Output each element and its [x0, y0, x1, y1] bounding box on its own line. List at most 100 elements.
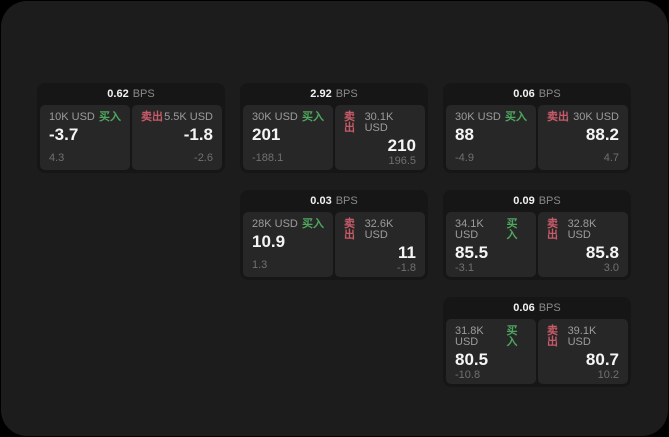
- spread-unit: BPS: [132, 87, 155, 100]
- buy-button[interactable]: 买入: [302, 111, 324, 123]
- buy-amount: 34.1K USD: [455, 218, 484, 241]
- buy-price: 10.9: [252, 232, 286, 251]
- sell-panel-top: 卖出 39.1K USD: [547, 326, 619, 348]
- quote-panels: 31.8K USD 买入 80.5 -10.8 卖出 39.1K USD 80.…: [446, 319, 628, 384]
- sell-panel-top: 卖出 32.6K USD: [344, 219, 416, 241]
- buy-button[interactable]: 买入: [505, 111, 527, 123]
- sell-delta: 4.7: [603, 152, 619, 164]
- buy-quote-panel[interactable]: 10K USD 买入 -3.7 4.3: [40, 105, 130, 170]
- quote-panels: 30K USD 买入 88 -4.9 卖出 30K USD 88.2 4.7: [446, 105, 628, 170]
- buy-quote-panel[interactable]: 28K USD 买入 10.9 1.3: [243, 212, 333, 277]
- sell-price: 80.7: [585, 350, 619, 369]
- buy-delta: -10.8: [455, 368, 481, 381]
- sell-button[interactable]: 卖出: [344, 218, 355, 241]
- quotes-grid: 0.62 BPS 10K USD 买入 -3.7 4.3 卖出 5.5K USD…: [37, 83, 631, 387]
- sell-quote-panel[interactable]: 卖出 39.1K USD 80.7 10.2: [538, 319, 628, 384]
- spread-header: 2.92 BPS: [243, 83, 425, 105]
- quote-panels: 30K USD 买入 201 -188.1 卖出 30.1K USD 210 1…: [243, 105, 425, 170]
- spread-header: 0.06 BPS: [446, 83, 628, 105]
- quote-panels: 28K USD 买入 10.9 1.3 卖出 32.6K USD 11 -1.8: [243, 212, 425, 277]
- sell-button[interactable]: 卖出: [344, 111, 355, 134]
- buy-button[interactable]: 买入: [99, 111, 121, 123]
- buy-delta: -4.9: [455, 152, 474, 164]
- buy-panel-top: 31.8K USD 买入: [455, 326, 527, 348]
- spread-value: 0.06: [513, 87, 535, 100]
- spread-header: 0.09 BPS: [446, 190, 628, 212]
- spread-value: 0.03: [310, 194, 332, 207]
- sell-quote-panel[interactable]: 卖出 32.6K USD 11 -1.8: [335, 212, 425, 277]
- sell-amount: 30.1K USD: [364, 111, 394, 134]
- buy-panel-top: 30K USD 买入: [455, 112, 527, 123]
- sell-delta: -1.8: [397, 261, 416, 274]
- spread-value: 0.09: [513, 194, 535, 207]
- buy-panel-top: 34.1K USD 买入: [455, 219, 527, 241]
- buy-price: 88: [455, 125, 474, 144]
- buy-button[interactable]: 买入: [506, 325, 518, 348]
- buy-delta: -188.1: [252, 152, 284, 164]
- quote-card: 0.09 BPS 34.1K USD 买入 85.5 -3.1 卖出 32.8K…: [443, 190, 631, 280]
- buy-delta: 1.3: [252, 259, 268, 271]
- sell-price: 88.2: [585, 125, 619, 144]
- spread-unit: BPS: [335, 87, 358, 100]
- spread-header: 0.62 BPS: [40, 83, 222, 105]
- buy-quote-panel[interactable]: 30K USD 买入 201 -188.1: [243, 105, 333, 170]
- sell-button[interactable]: 卖出: [141, 111, 163, 123]
- sell-amount: 39.1K USD: [567, 325, 597, 348]
- quote-panels: 34.1K USD 买入 85.5 -3.1 卖出 32.8K USD 85.8…: [446, 212, 628, 277]
- sell-quote-panel[interactable]: 卖出 5.5K USD -1.8 -2.6: [132, 105, 222, 170]
- spread-value: 2.92: [310, 87, 332, 100]
- buy-amount: 10K USD: [49, 111, 95, 123]
- sell-panel-top: 卖出 30K USD: [547, 112, 619, 123]
- buy-quote-panel[interactable]: 34.1K USD 买入 85.5 -3.1: [446, 212, 536, 277]
- buy-price: -3.7: [49, 125, 79, 144]
- buy-button[interactable]: 买入: [506, 218, 518, 241]
- sell-quote-panel[interactable]: 卖出 30.1K USD 210 196.5: [335, 105, 425, 170]
- sell-panel-top: 卖出 5.5K USD: [141, 112, 213, 123]
- quote-card: 0.06 BPS 31.8K USD 买入 80.5 -10.8 卖出 39.1…: [443, 297, 631, 387]
- sell-delta: 196.5: [388, 154, 416, 167]
- buy-amount: 30K USD: [455, 111, 501, 123]
- quote-card: 0.62 BPS 10K USD 买入 -3.7 4.3 卖出 5.5K USD…: [37, 83, 225, 173]
- buy-panel-top: 10K USD 买入: [49, 112, 121, 123]
- spread-unit: BPS: [538, 301, 561, 314]
- spread-unit: BPS: [335, 194, 358, 207]
- buy-price: 80.5: [455, 350, 489, 369]
- spread-header: 0.06 BPS: [446, 297, 628, 319]
- sell-button[interactable]: 卖出: [547, 218, 558, 241]
- buy-price: 85.5: [455, 243, 489, 262]
- buy-amount: 30K USD: [252, 111, 298, 123]
- sell-amount: 32.8K USD: [567, 218, 597, 241]
- buy-panel-top: 30K USD 买入: [252, 112, 324, 123]
- sell-amount: 32.6K USD: [364, 218, 394, 241]
- buy-delta: 4.3: [49, 152, 65, 164]
- spread-unit: BPS: [538, 87, 561, 100]
- sell-button[interactable]: 卖出: [547, 111, 569, 123]
- buy-panel-top: 28K USD 买入: [252, 219, 324, 230]
- sell-amount: 5.5K USD: [164, 111, 213, 123]
- sell-button[interactable]: 卖出: [547, 325, 558, 348]
- sell-delta: 10.2: [597, 368, 619, 381]
- quote-card: 2.92 BPS 30K USD 买入 201 -188.1 卖出 30.1K …: [240, 83, 428, 173]
- buy-quote-panel[interactable]: 31.8K USD 买入 80.5 -10.8: [446, 319, 536, 384]
- buy-amount: 31.8K USD: [455, 325, 484, 348]
- sell-delta: -2.6: [194, 152, 213, 164]
- buy-delta: -3.1: [455, 261, 474, 274]
- sell-price: 11: [398, 243, 416, 262]
- quote-card: 0.03 BPS 28K USD 买入 10.9 1.3 卖出 32.6K US…: [240, 190, 428, 280]
- quote-card: 0.06 BPS 30K USD 买入 88 -4.9 卖出 30K USD 8…: [443, 83, 631, 173]
- spread-value: 0.62: [107, 87, 129, 100]
- spread-unit: BPS: [538, 194, 561, 207]
- spread-value: 0.06: [513, 301, 535, 314]
- sell-price: 85.8: [585, 243, 619, 262]
- buy-quote-panel[interactable]: 30K USD 买入 88 -4.9: [446, 105, 536, 170]
- sell-price: 210: [387, 136, 416, 155]
- sell-panel-top: 卖出 30.1K USD: [344, 112, 416, 134]
- sell-panel-top: 卖出 32.8K USD: [547, 219, 619, 241]
- sell-delta: 3.0: [603, 261, 619, 274]
- buy-button[interactable]: 买入: [302, 218, 324, 230]
- buy-price: 201: [252, 125, 281, 144]
- quote-panels: 10K USD 买入 -3.7 4.3 卖出 5.5K USD -1.8 -2.…: [40, 105, 222, 170]
- sell-quote-panel[interactable]: 卖出 30K USD 88.2 4.7: [538, 105, 628, 170]
- sell-quote-panel[interactable]: 卖出 32.8K USD 85.8 3.0: [538, 212, 628, 277]
